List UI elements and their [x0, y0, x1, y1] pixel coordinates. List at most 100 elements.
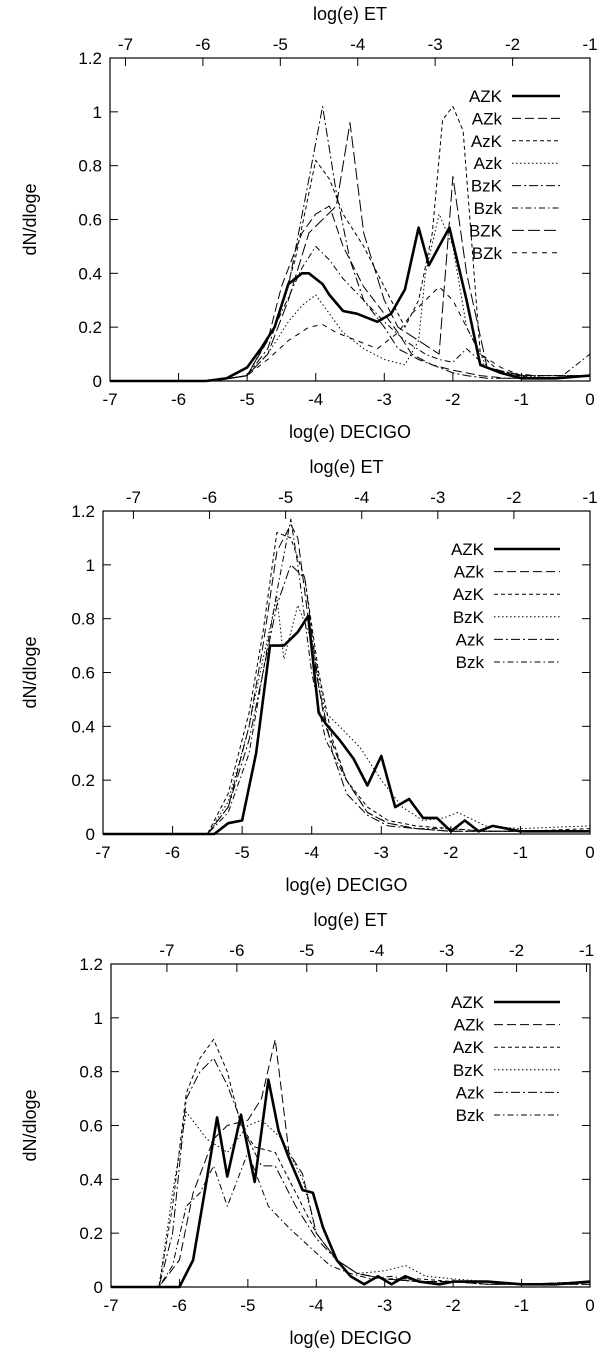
- series-line-AZK: [111, 1078, 591, 1289]
- y-tick-label: 0.4: [79, 1170, 103, 1189]
- series-line-Bzk: [111, 1151, 591, 1288]
- legend-label: Azk: [474, 154, 503, 173]
- legend-label: AZK: [451, 540, 485, 559]
- legend-label: AZk: [454, 563, 485, 582]
- plot-frame: [102, 510, 591, 835]
- x-tick-label: -3: [374, 843, 389, 862]
- x2-tick-label: -3: [430, 488, 445, 507]
- x2-tick-label: -1: [579, 941, 594, 960]
- y-axis-label: dN/dloge: [20, 636, 40, 708]
- legend-label: AzK: [453, 1038, 485, 1057]
- x-tick-label: -3: [377, 1296, 392, 1315]
- series-line-BZk: [110, 286, 590, 382]
- legend-label: Bzk: [456, 653, 485, 672]
- series-line-Azk: [111, 1057, 590, 1288]
- y-tick-label: 0.8: [79, 1063, 103, 1082]
- x-tick-label: -4: [304, 843, 319, 862]
- series-line-AZk: [103, 524, 590, 835]
- x-tick-label: -5: [240, 1296, 255, 1315]
- y-tick-label: 0.6: [78, 211, 102, 230]
- legend-label: Bzk: [474, 199, 503, 218]
- legend-label: AzK: [471, 132, 503, 151]
- x-tick-label: 0: [585, 843, 594, 862]
- series-line-BzK: [111, 1111, 591, 1288]
- x-tick-label: -3: [377, 390, 392, 409]
- legend-label: BZK: [469, 221, 503, 240]
- y-tick-label: 1.2: [71, 502, 95, 521]
- series-line-AzK: [110, 105, 591, 382]
- x-tick-label: -4: [309, 1296, 324, 1315]
- y-tick-label: 1: [86, 556, 95, 575]
- x-tick-label: -5: [240, 390, 255, 409]
- legend-label: Azk: [456, 630, 485, 649]
- legend-label: AZK: [451, 993, 485, 1012]
- legend-label: BzK: [453, 1061, 485, 1080]
- x2-tick-label: -2: [506, 488, 521, 507]
- x2-tick-label: -7: [118, 35, 133, 54]
- x2-tick-label: -3: [439, 941, 454, 960]
- x2-tick-label: -7: [126, 488, 141, 507]
- series-line-AZK: [110, 226, 591, 383]
- x-tick-label: -7: [102, 390, 117, 409]
- x2-axis-label: log(e) ET: [313, 4, 387, 24]
- y-tick-label: 0: [93, 372, 102, 391]
- x-tick-label: -1: [514, 390, 529, 409]
- x-tick-label: 0: [585, 1296, 594, 1315]
- x2-tick-label: -6: [229, 941, 244, 960]
- y-tick-label: 0.2: [71, 771, 95, 790]
- x2-tick-label: -1: [582, 35, 597, 54]
- x-tick-label: -1: [514, 1296, 529, 1315]
- x-axis-label: log(e) DECIGO: [289, 422, 411, 442]
- x-tick-label: 0: [585, 390, 594, 409]
- y-tick-label: 0.2: [78, 318, 102, 337]
- x2-axis-label: log(e) ET: [313, 910, 387, 930]
- x-tick-label: -6: [165, 843, 180, 862]
- y-axis-label: dN/dloge: [20, 183, 40, 255]
- y-tick-label: 0.8: [71, 610, 95, 629]
- x2-tick-label: -2: [505, 35, 520, 54]
- legend-label: AzK: [453, 585, 485, 604]
- series-line-AzK: [103, 532, 591, 835]
- y-axis-label: dN/dloge: [20, 1089, 40, 1161]
- series-line-Azk: [110, 213, 591, 382]
- x2-tick-label: -5: [278, 488, 293, 507]
- x2-tick-label: -4: [369, 941, 384, 960]
- x-tick-label: -2: [446, 1296, 461, 1315]
- x2-tick-label: -7: [159, 941, 174, 960]
- y-tick-label: 1: [93, 103, 102, 122]
- x-axis-label: log(e) DECIGO: [285, 875, 407, 895]
- x-tick-label: -1: [513, 843, 528, 862]
- x2-tick-label: -1: [582, 488, 597, 507]
- x2-tick-label: -6: [202, 488, 217, 507]
- x-tick-label: -7: [103, 1296, 118, 1315]
- x-tick-label: -2: [445, 390, 460, 409]
- legend-label: Bzk: [456, 1106, 485, 1125]
- legend-label: AZk: [454, 1016, 485, 1035]
- x2-tick-label: -6: [195, 35, 210, 54]
- x2-tick-label: -4: [350, 35, 365, 54]
- x2-axis-label: log(e) ET: [309, 457, 383, 477]
- legend-label: Azk: [456, 1083, 485, 1102]
- y-tick-label: 1.2: [78, 49, 102, 68]
- y-tick-label: 0: [86, 825, 95, 844]
- y-tick-label: 0.2: [79, 1224, 103, 1243]
- x2-tick-label: -3: [428, 35, 443, 54]
- x2-tick-label: -5: [299, 941, 314, 960]
- x2-tick-label: -4: [354, 488, 369, 507]
- legend-label: BZk: [472, 244, 503, 263]
- x-tick-label: -4: [308, 390, 323, 409]
- x2-tick-label: -5: [273, 35, 288, 54]
- x-tick-label: -5: [235, 843, 250, 862]
- y-tick-label: 1.2: [79, 955, 103, 974]
- chart-panel-3: 00.20.40.60.811.2-7 -6 -5 -4 -3 -2 -1 0-7 -6 -5 -4…: [20, 910, 595, 1348]
- series-line-Bzk: [110, 245, 591, 382]
- y-tick-label: 1: [94, 1009, 103, 1028]
- x-tick-label: -6: [172, 1296, 187, 1315]
- chart-panel-1: 00.20.40.60.811.2-7 -6 -5 -4 -3 -2 -1 0-7 -6 -5 -4…: [20, 4, 598, 442]
- series-line-BzK: [103, 596, 591, 835]
- y-tick-label: 0.6: [79, 1117, 103, 1136]
- legend-label: BzK: [453, 608, 485, 627]
- series-line-BzK: [110, 105, 591, 382]
- x-axis-label: log(e) DECIGO: [289, 1328, 411, 1348]
